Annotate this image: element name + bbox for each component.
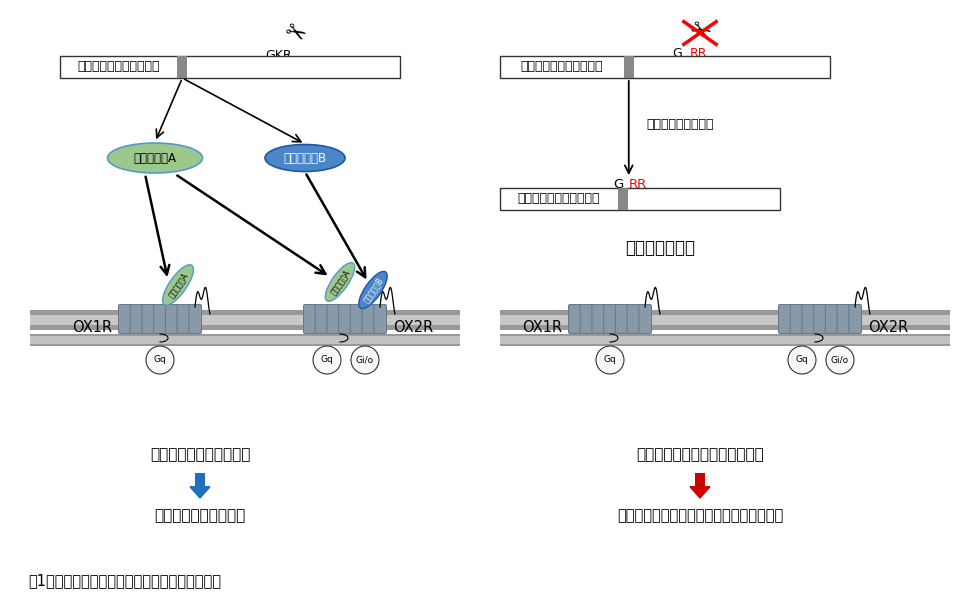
FancyBboxPatch shape <box>580 304 593 334</box>
Circle shape <box>313 346 341 374</box>
Ellipse shape <box>162 264 193 305</box>
Circle shape <box>788 346 816 374</box>
Text: オレキシンA: オレキシンA <box>166 271 190 299</box>
Text: OX1R: OX1R <box>72 321 112 336</box>
FancyBboxPatch shape <box>779 304 791 334</box>
Text: 変異体オレキシン前駆体: 変異体オレキシン前駆体 <box>517 192 600 205</box>
Text: Gq: Gq <box>796 355 808 365</box>
FancyBboxPatch shape <box>154 304 166 334</box>
Text: オレキシンシグナリングの異常: オレキシンシグナリングの異常 <box>636 448 764 463</box>
Text: OX1R: OX1R <box>522 321 562 336</box>
Text: GKR: GKR <box>266 49 292 62</box>
Bar <box>617 188 628 210</box>
Text: RR: RR <box>629 178 647 191</box>
Text: オレキシンB: オレキシンB <box>283 152 326 165</box>
FancyBboxPatch shape <box>837 304 850 334</box>
Text: Gq: Gq <box>321 355 333 365</box>
Circle shape <box>596 346 624 374</box>
Bar <box>500 315 950 325</box>
Bar <box>500 334 950 346</box>
FancyBboxPatch shape <box>373 304 387 334</box>
Text: OX2R: OX2R <box>868 321 908 336</box>
FancyBboxPatch shape <box>303 304 316 334</box>
Text: Gq: Gq <box>154 355 166 365</box>
FancyBboxPatch shape <box>790 304 803 334</box>
Text: G: G <box>672 47 682 60</box>
Bar <box>60 56 400 78</box>
Text: 日中の眠気を引き起こす（特発性過眠症）: 日中の眠気を引き起こす（特発性過眠症） <box>617 509 783 524</box>
FancyBboxPatch shape <box>177 304 190 334</box>
Bar <box>500 310 950 330</box>
Text: 変異体オレキシン前駆体: 変異体オレキシン前駆体 <box>520 60 603 73</box>
Text: オレキシンシグナリング: オレキシンシグナリング <box>150 448 251 463</box>
FancyBboxPatch shape <box>118 304 132 334</box>
Text: Gi/o: Gi/o <box>831 355 849 365</box>
Ellipse shape <box>265 144 345 171</box>
FancyBboxPatch shape <box>350 304 363 334</box>
Bar <box>624 56 634 78</box>
Ellipse shape <box>108 143 203 173</box>
Text: ✂: ✂ <box>280 19 310 51</box>
Text: オレキシンA: オレキシンA <box>133 152 177 165</box>
Text: G: G <box>613 178 624 191</box>
FancyBboxPatch shape <box>362 304 374 334</box>
FancyBboxPatch shape <box>615 304 628 334</box>
Bar <box>195 473 205 487</box>
Bar <box>500 56 830 78</box>
Text: 薬理活性の低下: 薬理活性の低下 <box>625 239 695 257</box>
FancyBboxPatch shape <box>849 304 861 334</box>
Text: 野生型オレキシン前駆体: 野生型オレキシン前駆体 <box>78 60 160 73</box>
Circle shape <box>826 346 854 374</box>
FancyBboxPatch shape <box>327 304 340 334</box>
FancyBboxPatch shape <box>638 304 652 334</box>
FancyBboxPatch shape <box>189 304 202 334</box>
Bar <box>30 336 460 344</box>
Text: オレキシンA: オレキシンA <box>328 268 351 296</box>
FancyBboxPatch shape <box>604 304 616 334</box>
Text: 図1．同定した変異の機能的影響に関する概要図: 図1．同定した変異の機能的影響に関する概要図 <box>28 574 221 589</box>
Circle shape <box>351 346 379 374</box>
Bar <box>30 334 460 346</box>
FancyBboxPatch shape <box>339 304 351 334</box>
Bar <box>500 188 780 210</box>
Bar <box>178 56 187 78</box>
Text: Gi/o: Gi/o <box>356 355 374 365</box>
Text: オレキシンB: オレキシンB <box>361 276 385 304</box>
Circle shape <box>146 346 174 374</box>
FancyBboxPatch shape <box>627 304 639 334</box>
Text: Gq: Gq <box>604 355 616 365</box>
FancyBboxPatch shape <box>315 304 328 334</box>
FancyBboxPatch shape <box>131 304 143 334</box>
FancyBboxPatch shape <box>165 304 178 334</box>
Text: 適切に切断されない: 適切に切断されない <box>647 118 714 131</box>
FancyBboxPatch shape <box>142 304 155 334</box>
Polygon shape <box>190 487 210 498</box>
Bar <box>30 315 460 325</box>
Text: RR: RR <box>690 47 708 60</box>
Ellipse shape <box>325 263 355 301</box>
Polygon shape <box>690 487 710 498</box>
Text: 適切な睡眠・覚醒制御: 適切な睡眠・覚醒制御 <box>155 509 246 524</box>
FancyBboxPatch shape <box>814 304 827 334</box>
FancyBboxPatch shape <box>568 304 581 334</box>
Bar <box>30 310 460 330</box>
Text: ✂: ✂ <box>684 17 715 48</box>
FancyBboxPatch shape <box>802 304 815 334</box>
Text: OX2R: OX2R <box>393 321 433 336</box>
FancyBboxPatch shape <box>826 304 838 334</box>
FancyBboxPatch shape <box>592 304 605 334</box>
Ellipse shape <box>359 272 387 309</box>
Bar <box>500 336 950 344</box>
Bar <box>695 473 705 487</box>
